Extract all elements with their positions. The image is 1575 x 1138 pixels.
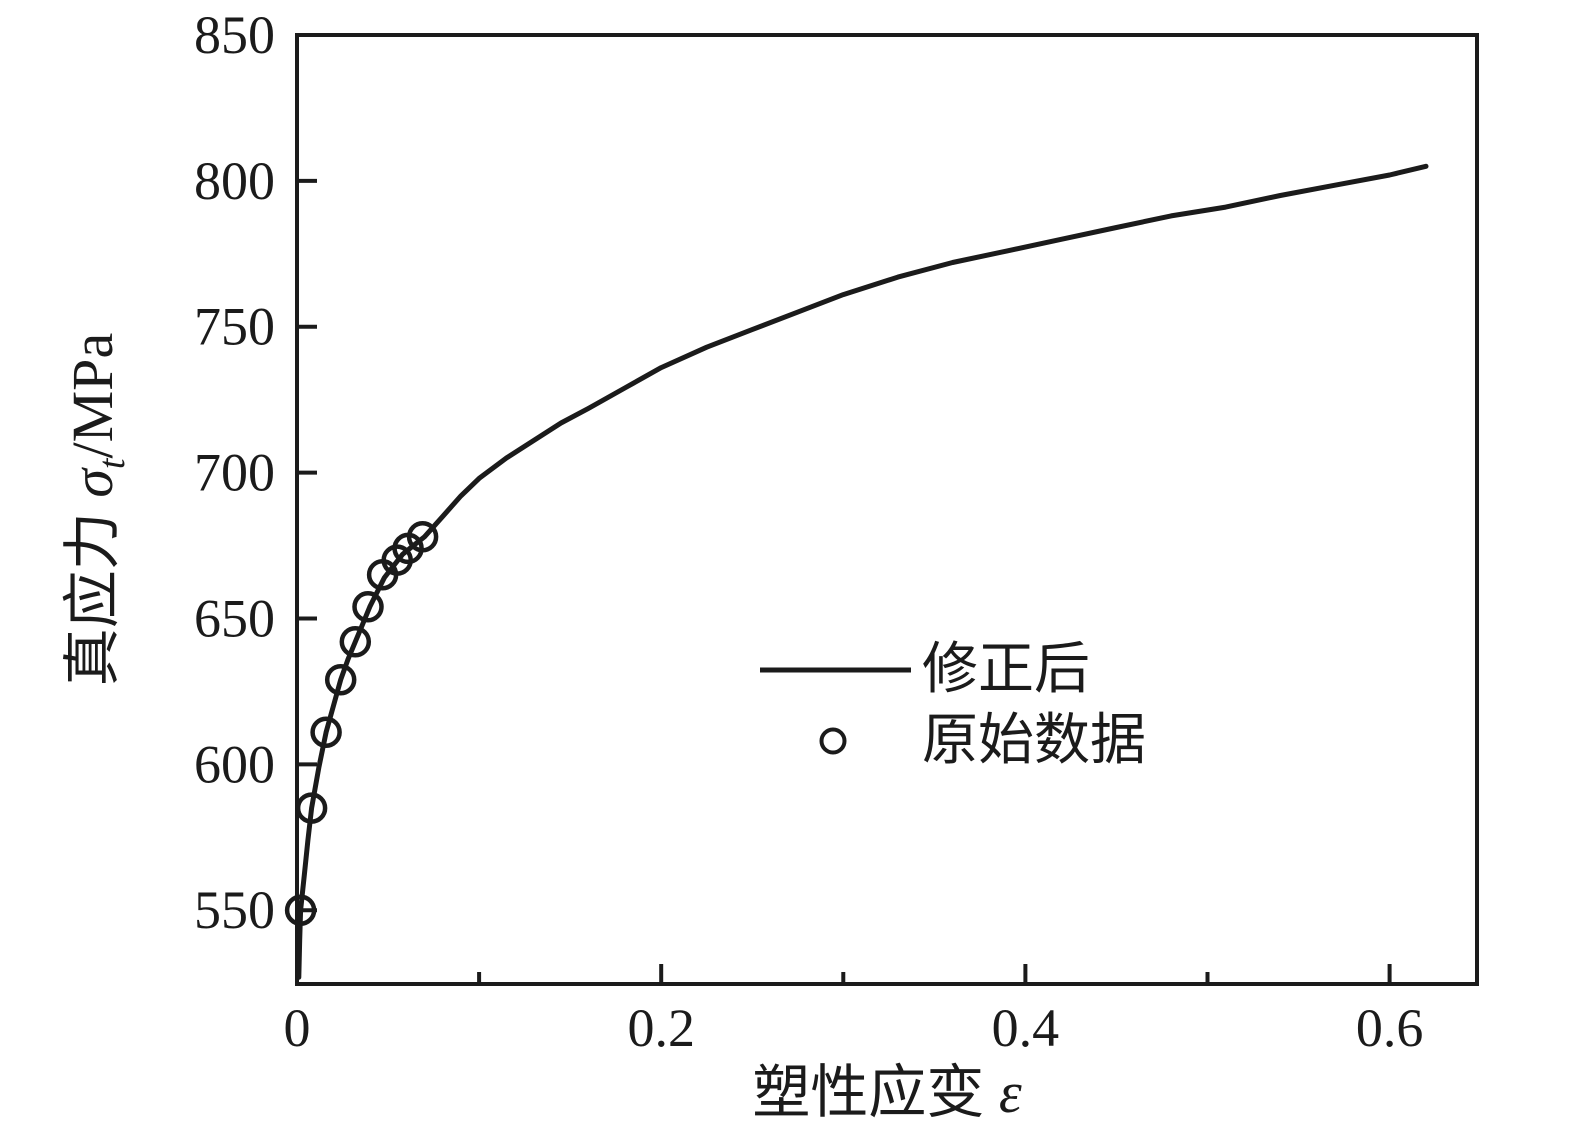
corrected-curve [296, 163, 1429, 980]
y-tick-label: 700 [194, 443, 275, 503]
y-tick-label: 800 [194, 151, 275, 211]
original-data-point [406, 521, 439, 553]
legend-label-corrected: 修正后 [922, 639, 1090, 701]
y-tick-label: 600 [194, 734, 275, 794]
original-data-point [352, 591, 384, 623]
legend-circle-swatch [819, 727, 847, 755]
original-data-point [339, 626, 372, 658]
x-tick-label: 0 [284, 998, 311, 1058]
x-tick-label: 0.2 [627, 998, 695, 1058]
x-tick-label: 0.6 [1356, 998, 1424, 1058]
y-tick-label: 850 [194, 5, 275, 65]
y-tick-label: 750 [194, 297, 275, 357]
x-axis-title: 塑性应变 ε [752, 1060, 1022, 1125]
original-data-point [295, 792, 328, 824]
y-axis-title: 真应力 σt/MPa [60, 333, 133, 686]
plot-frame [295, 33, 1479, 986]
legend-label-original: 原始数据 [922, 710, 1146, 772]
original-data-point [310, 716, 342, 748]
original-data-point [284, 894, 317, 926]
original-data-point [324, 663, 357, 696]
x-tick-label: 0.4 [992, 998, 1060, 1058]
y-tick-label: 550 [194, 880, 275, 940]
y-tick-label: 650 [194, 588, 275, 648]
